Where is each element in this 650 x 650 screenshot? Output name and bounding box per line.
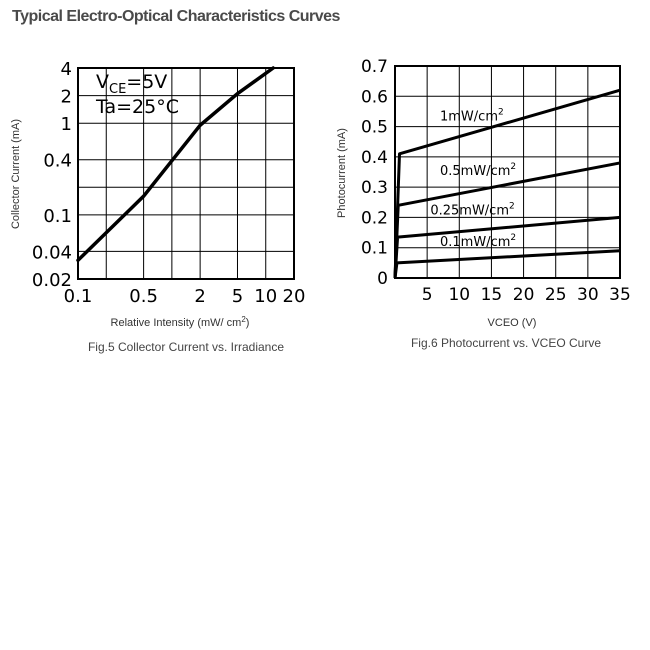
fig5-xlabel: Relative Intensity (mW/ cm2) (111, 315, 250, 329)
fig5-annotation-ta: Ta=25°C (95, 96, 179, 118)
fig5-xtick-2: 2 (194, 286, 205, 307)
fig5-yticks: 4 2 1 0.4 0.1 0.04 0.02 (32, 59, 72, 291)
fig6-series-label-2: 0.25mW/cm2 (430, 201, 514, 218)
fig5-ylabel: Collector Current (mA) (10, 119, 22, 229)
fig6-series (393, 88, 621, 279)
fig6-xtick-2: 15 (481, 285, 503, 305)
fig5-series (76, 66, 275, 263)
fig6-series-label-1: 0.5mW/cm2 (440, 162, 516, 179)
fig6-ytick-7: 0.7 (361, 57, 388, 77)
fig5-ytick-1: 2 (61, 87, 72, 108)
fig6-series-line-3 (393, 249, 621, 279)
fig6-ytick-0: 0 (377, 269, 388, 289)
fig5-xtick-5: 20 (283, 286, 306, 307)
fig6-chart: 5 10 15 20 25 30 35 0 0.1 0.2 0.3 0.4 0.5 0.6 0.7 1mW… (336, 57, 631, 350)
fig6-ytick-3: 0.3 (361, 178, 388, 198)
fig5-plot-frame (77, 67, 295, 280)
fig5-xtick-4: 10 (254, 286, 277, 307)
fig6-yticks: 0 0.1 0.2 0.3 0.4 0.5 0.6 0.7 (361, 57, 388, 289)
fig5-ytick-5: 0.04 (32, 242, 72, 263)
fig6-ytick-4: 0.4 (361, 148, 388, 168)
fig6-xtick-5: 30 (577, 285, 599, 305)
fig5-caption: Fig.5 Collector Current vs. Irradiance (88, 340, 284, 354)
fig6-ytick-1: 0.1 (361, 239, 388, 259)
fig5-series-line-0 (76, 66, 275, 263)
page-title: Typical Electro-Optical Characteristics … (12, 8, 340, 25)
fig5-ytick-4: 0.1 (43, 206, 72, 227)
fig6-plot-frame (394, 65, 621, 279)
fig5-xtick-3: 5 (232, 286, 243, 307)
fig6-series-label-0: 1mW/cm2 (440, 108, 504, 125)
fig6-ylabel: Photocurrent (mA) (336, 128, 348, 218)
fig6-xtick-0: 5 (422, 285, 433, 305)
fig6-xtick-3: 20 (513, 285, 535, 305)
fig5-ytick-3: 0.4 (43, 151, 72, 172)
fig5-xtick-1: 0.5 (129, 286, 158, 307)
fig6-xlabel: VCEO (V) (488, 317, 537, 329)
fig6-ytick-5: 0.5 (361, 118, 388, 138)
fig5-chart: 0.1 0.5 2 5 10 20 4 2 1 0.4 0.1 0.04 0.02 VCE=5V Ta… (10, 59, 305, 354)
fig6-xtick-4: 25 (545, 285, 567, 305)
fig5-ytick-6: 0.02 (32, 270, 72, 291)
fig5-xtick-0: 0.1 (64, 286, 93, 307)
fig6-series-label-3: 0.1mW/cm2 (440, 233, 516, 250)
fig5-xticks: 0.1 0.5 2 5 10 20 (64, 286, 306, 307)
fig6-ytick-2: 0.2 (361, 208, 388, 228)
fig6-ytick-6: 0.6 (361, 87, 388, 107)
fig5-ytick-0: 4 (61, 59, 72, 80)
fig5-ytick-2: 1 (61, 114, 72, 135)
fig5-annotation-vce: VCE=5V (96, 71, 167, 97)
fig6-caption: Fig.6 Photocurrent vs. VCEO Curve (411, 336, 601, 350)
fig6-xtick-1: 10 (448, 285, 470, 305)
fig6-xtick-6: 35 (609, 285, 631, 305)
fig6-series-labels: 1mW/cm2 0.5mW/cm2 0.25mW/cm2 0.1mW/cm2 (430, 108, 516, 251)
fig6-xticks: 5 10 15 20 25 30 35 (422, 285, 631, 305)
